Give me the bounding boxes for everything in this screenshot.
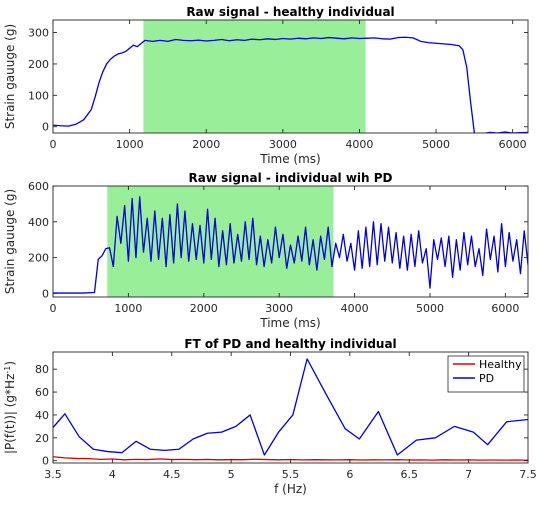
series-line-pd bbox=[53, 358, 528, 456]
y-tick-label: 60 bbox=[35, 386, 49, 399]
plot-frame bbox=[52, 19, 529, 134]
chart-panel-2: 0 1000 2000 3000 4000 5000 6000 0 200 400 600 Raw s… bbox=[3, 171, 529, 330]
x-tick-label: 0 bbox=[50, 138, 57, 151]
y-axis-label: |P(f(t))| (g*Hz-1) bbox=[3, 361, 18, 454]
y-tick-label: 200 bbox=[28, 58, 49, 71]
x-tick-label: 7 bbox=[465, 468, 472, 481]
x-tick-label: 0 bbox=[50, 302, 57, 315]
y-tick-label: 20 bbox=[35, 432, 49, 445]
x-tick-label: 6000 bbox=[499, 138, 527, 151]
x-tick-label: 5.5 bbox=[282, 468, 300, 481]
chart-panel-1: 0 1000 2000 3000 4000 5000 6000 0 100 200 300 Raw s… bbox=[3, 5, 529, 166]
x-tick-label: 6000 bbox=[491, 302, 519, 315]
x-tick-label: 4000 bbox=[341, 302, 369, 315]
x-tick-label: 3.5 bbox=[44, 468, 62, 481]
y-axis-label: Strain gauuge (g) bbox=[3, 24, 17, 129]
x-tick-label: 2000 bbox=[192, 138, 220, 151]
legend-label-healthy: Healthy bbox=[479, 358, 522, 371]
x-tick-label: 6 bbox=[346, 468, 353, 481]
y-axis-label: Strain gauuge (g) bbox=[3, 189, 17, 294]
y-tick-label: 80 bbox=[35, 363, 49, 376]
x-tick-label: 5 bbox=[228, 468, 235, 481]
chart-title: FT of PD and healthy individual bbox=[184, 337, 396, 351]
series-line-1 bbox=[53, 196, 528, 294]
x-tick-label: 1000 bbox=[114, 302, 142, 315]
y-tick-label: 100 bbox=[28, 89, 49, 102]
highlight-region bbox=[107, 186, 334, 297]
y-tick-label: 600 bbox=[28, 180, 49, 193]
y-tick-label: 200 bbox=[28, 252, 49, 265]
x-axis-label: f (Hz) bbox=[274, 482, 307, 496]
x-tick-label: 3000 bbox=[269, 138, 297, 151]
y-tick-label: 0 bbox=[42, 287, 49, 300]
x-tick-label: 4000 bbox=[345, 138, 373, 151]
y-tick-label: 0 bbox=[42, 455, 49, 468]
x-axis-label: Time (ms) bbox=[259, 152, 321, 166]
x-tick-label: 3000 bbox=[265, 302, 293, 315]
y-tick-label: 40 bbox=[35, 409, 49, 422]
legend-box bbox=[447, 355, 525, 393]
series-line-1 bbox=[53, 36, 528, 133]
x-tick-label: 4.5 bbox=[163, 468, 181, 481]
x-tick-label: 5000 bbox=[416, 302, 444, 315]
x-tick-label: 4 bbox=[109, 468, 116, 481]
plot-frame bbox=[52, 185, 529, 298]
y-tick-label: 400 bbox=[28, 216, 49, 229]
x-tick-label: 5000 bbox=[422, 138, 450, 151]
highlight-region bbox=[143, 20, 366, 133]
x-axis-label: Time (ms) bbox=[259, 316, 321, 330]
x-tick-label: 2000 bbox=[190, 302, 218, 315]
x-tick-label: 1000 bbox=[116, 138, 144, 151]
y-tick-label: 300 bbox=[28, 27, 49, 40]
x-tick-label: 6.5 bbox=[401, 468, 419, 481]
legend-label-pd: PD bbox=[479, 372, 494, 385]
y-tick-label: 0 bbox=[42, 121, 49, 134]
chart-panel-3: 3.5 4 4.5 5 5.5 6 6.5 7 7.5 0 20 40 60 80 FT of PD and… bbox=[3, 337, 537, 496]
chart-title: Raw signal - individual wih PD bbox=[188, 171, 392, 185]
x-tick-label: 7.5 bbox=[519, 468, 537, 481]
chart-title: Raw signal - healthy individual bbox=[186, 5, 394, 19]
